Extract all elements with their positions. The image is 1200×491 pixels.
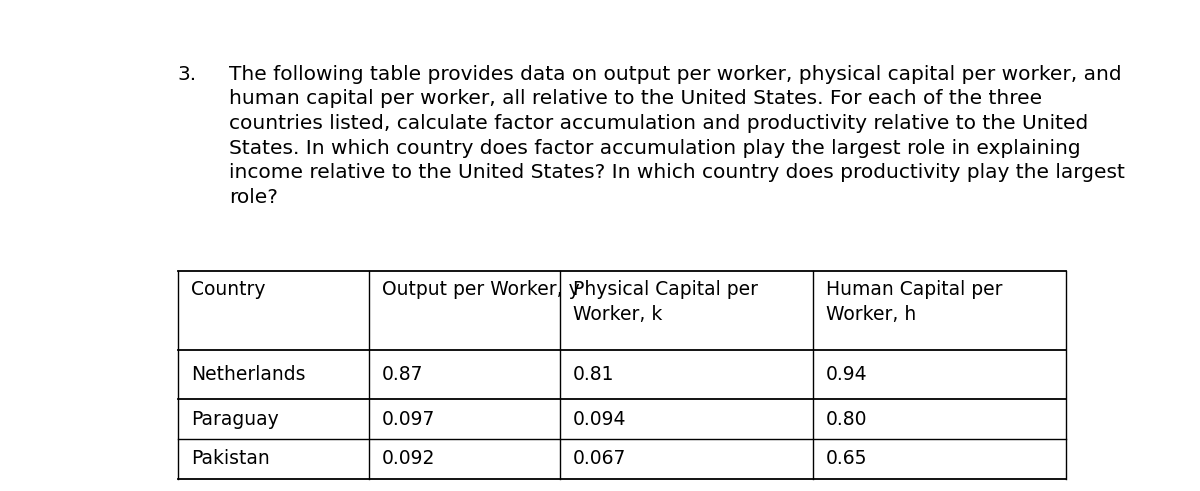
Text: 3.: 3. [178, 65, 197, 83]
Text: Paraguay: Paraguay [191, 409, 278, 429]
Text: Netherlands: Netherlands [191, 365, 306, 384]
Text: The following table provides data on output per worker, physical capital per wor: The following table provides data on out… [229, 65, 1124, 207]
Text: 0.094: 0.094 [572, 409, 626, 429]
Text: 0.94: 0.94 [826, 365, 868, 384]
Text: 0.65: 0.65 [826, 449, 868, 468]
Text: 0.092: 0.092 [382, 449, 436, 468]
Text: 0.81: 0.81 [572, 365, 614, 384]
Text: Human Capital per
Worker, h: Human Capital per Worker, h [826, 280, 1002, 324]
Text: 0.097: 0.097 [382, 409, 436, 429]
Text: Country: Country [191, 280, 265, 299]
Text: Pakistan: Pakistan [191, 449, 270, 468]
Text: 0.87: 0.87 [382, 365, 424, 384]
Text: Physical Capital per
Worker, k: Physical Capital per Worker, k [572, 280, 758, 324]
Text: 0.067: 0.067 [572, 449, 626, 468]
Text: Output per Worker, y: Output per Worker, y [382, 280, 580, 299]
Text: 0.80: 0.80 [826, 409, 868, 429]
